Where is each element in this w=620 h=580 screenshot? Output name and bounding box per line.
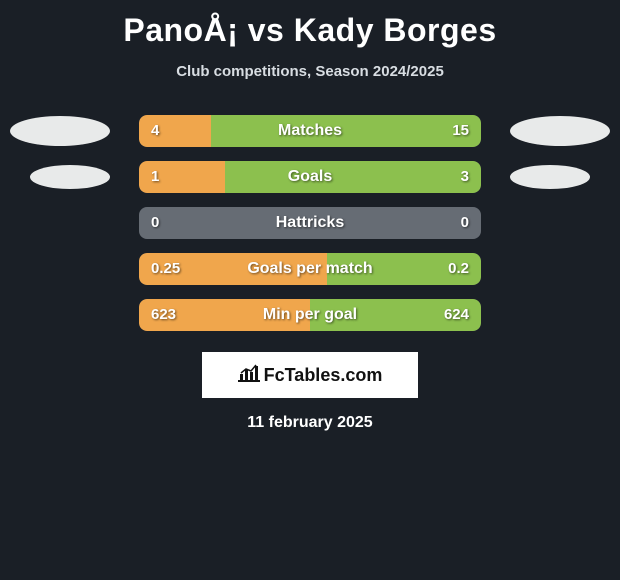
stat-bar: Goals per match0.250.2 [139, 253, 481, 285]
stat-row: Goals per match0.250.2 [0, 246, 620, 292]
stat-row: Goals13 [0, 154, 620, 200]
bar-fill-right [310, 299, 481, 331]
player-left-marker [10, 116, 110, 146]
stat-bar: Matches415 [139, 115, 481, 147]
bar-fill-right [327, 253, 481, 285]
stat-bar: Min per goal623624 [139, 299, 481, 331]
stat-row: Hattricks0 0 [0, 200, 620, 246]
stat-bar: Hattricks0 0 [139, 207, 481, 239]
chart-icon [238, 364, 260, 387]
source-logo: FcTables.com [202, 352, 418, 398]
stat-value-right: 0 [461, 207, 469, 239]
stat-row: Matches415 [0, 108, 620, 154]
bar-fill-left [139, 253, 327, 285]
bar-fill-left [139, 115, 211, 147]
date-text: 11 february 2025 [0, 414, 620, 432]
player-left-marker [30, 165, 110, 189]
stat-row: Min per goal623624 [0, 292, 620, 338]
bar-fill-right [225, 161, 482, 193]
comparison-chart: Matches415 Goals13 Hattricks0 0 Goals per ma… [0, 108, 620, 338]
stat-bar: Goals13 [139, 161, 481, 193]
page-title: PanoÅ¡ vs Kady Borges [0, 0, 620, 49]
bar-fill-right [211, 115, 481, 147]
logo-text: FcTables.com [264, 365, 383, 386]
page-subtitle: Club competitions, Season 2024/2025 [0, 63, 620, 80]
stat-value-left: 0 [151, 207, 159, 239]
stat-label: Hattricks [139, 207, 481, 239]
bar-fill-left [139, 161, 225, 193]
player-right-marker [510, 165, 590, 189]
player-right-marker [510, 116, 610, 146]
bar-fill-left [139, 299, 310, 331]
